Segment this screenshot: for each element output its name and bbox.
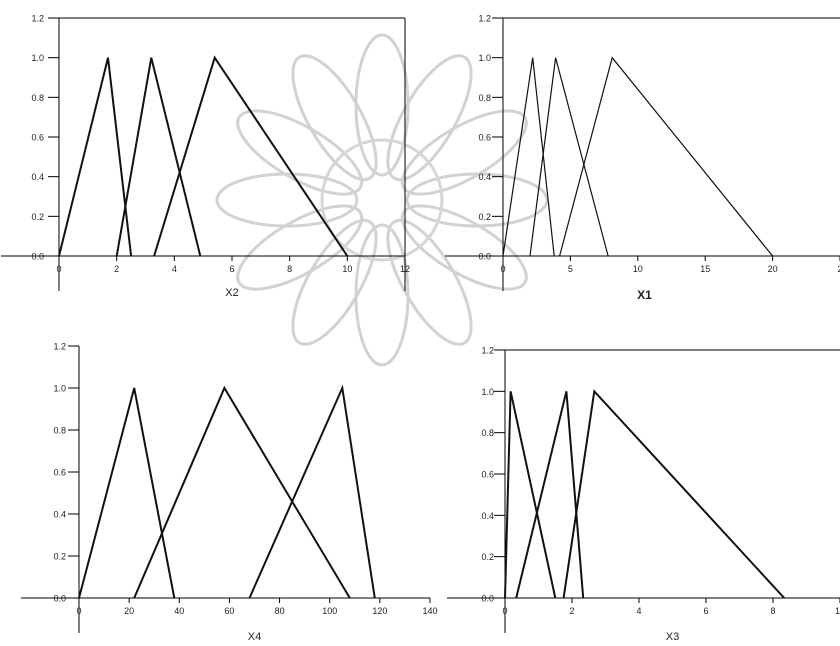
x-tick-label: 15 bbox=[700, 264, 710, 274]
x-tick-label: 2 bbox=[837, 264, 840, 274]
chart-x2: 0.0 0.2 0.4 0.6 0.8 1.0 1.2 0 2 4 6 8 10 12 X2 bbox=[1, 14, 410, 299]
series-line-1 bbox=[502, 57, 555, 257]
series-line-2 bbox=[115, 57, 202, 257]
watermark-petal bbox=[215, 172, 359, 228]
y-tick-label: 0.6 bbox=[478, 133, 491, 143]
y-tick-label: 0.8 bbox=[53, 426, 66, 436]
x-tick-label: 10 bbox=[835, 606, 840, 616]
x-tick-label: 2 bbox=[114, 264, 119, 274]
x-axis-title: X4 bbox=[248, 631, 261, 643]
watermark-ornament bbox=[215, 33, 549, 367]
y-tick-label: 0.2 bbox=[481, 552, 494, 562]
x-tick-label: 20 bbox=[768, 264, 778, 274]
watermark-ring bbox=[320, 138, 444, 262]
series-line-1 bbox=[78, 387, 176, 599]
watermark-petal bbox=[400, 109, 528, 196]
x-tick-label: 20 bbox=[124, 606, 134, 616]
y-tick-label: 0.6 bbox=[31, 133, 44, 143]
watermark-petal bbox=[386, 218, 473, 346]
x-tick-label: 0 bbox=[502, 606, 507, 616]
watermark-petal bbox=[354, 33, 410, 177]
y-tick-label: 0.2 bbox=[478, 212, 491, 222]
chart-x4: 0.0 0.2 0.4 0.6 0.8 1.0 1.2 0 20 40 60 80 100 120 140 X… bbox=[21, 342, 438, 643]
y-tick-label: 0.4 bbox=[31, 172, 44, 182]
series-line-3 bbox=[153, 55, 349, 257]
y-tick-label: 0.6 bbox=[481, 470, 494, 480]
x-tick-label: 60 bbox=[224, 606, 234, 616]
y-tick-label: 1.2 bbox=[478, 14, 491, 24]
y-tick-label: 1.0 bbox=[53, 384, 66, 394]
watermark-petal bbox=[236, 109, 364, 196]
series-line-2 bbox=[515, 391, 585, 599]
y-tick-label: 0.4 bbox=[53, 510, 66, 520]
y-tick-label: 0.0 bbox=[31, 252, 44, 262]
y-tick-label: 0.0 bbox=[481, 594, 494, 604]
x-tick-label: 0 bbox=[56, 264, 61, 274]
x-tick-label: 100 bbox=[322, 606, 337, 616]
series-line-2 bbox=[133, 385, 351, 599]
x-tick-label: 120 bbox=[372, 606, 387, 616]
y-tick-label: 0.8 bbox=[31, 93, 44, 103]
series-line-1 bbox=[504, 391, 557, 599]
watermark-petal bbox=[386, 54, 473, 182]
x-tick-label: 5 bbox=[568, 264, 573, 274]
y-tick-label: 1.0 bbox=[478, 53, 491, 63]
y-tick-label: 0.0 bbox=[53, 594, 66, 604]
y-tick-label: 0.2 bbox=[53, 552, 66, 562]
x-tick-label: 40 bbox=[174, 606, 184, 616]
watermark-petal bbox=[291, 54, 378, 182]
y-tick-label: 1.2 bbox=[53, 342, 66, 352]
x-tick-label: 8 bbox=[287, 264, 292, 274]
x-tick-label: 10 bbox=[342, 264, 352, 274]
x-tick-label: 0 bbox=[500, 264, 505, 274]
y-tick-label: 1.2 bbox=[31, 14, 44, 24]
x-tick-label: 10 bbox=[633, 264, 643, 274]
y-tick-label: 0.4 bbox=[481, 511, 494, 521]
y-tick-label: 1.0 bbox=[31, 53, 44, 63]
chart-x1: 0.0 0.2 0.4 0.6 0.8 1.0 1.2 0 5 10 15 20 2 X1 bbox=[445, 14, 840, 302]
y-tick-label: 0.8 bbox=[478, 93, 491, 103]
x-tick-label: 0 bbox=[76, 606, 81, 616]
watermark-petal bbox=[291, 218, 378, 346]
x-tick-label: 4 bbox=[636, 606, 641, 616]
chart-x3: 0.0 0.2 0.4 0.6 0.8 1.0 1.2 0 2 4 6 8 10 X3 bbox=[447, 346, 840, 643]
y-tick-label: 0.0 bbox=[478, 252, 491, 262]
series-line-3 bbox=[248, 384, 376, 599]
series-line-1 bbox=[58, 57, 133, 257]
x-axis-title: X3 bbox=[666, 631, 679, 643]
x-tick-label: 6 bbox=[703, 606, 708, 616]
y-tick-label: 1.2 bbox=[481, 346, 494, 356]
x-tick-label: 140 bbox=[422, 606, 437, 616]
x-axis-title: X2 bbox=[225, 287, 238, 299]
x-tick-label: 6 bbox=[229, 264, 234, 274]
x-axis-title: X1 bbox=[637, 288, 652, 302]
series-line-2 bbox=[529, 57, 609, 257]
watermark-petal bbox=[354, 223, 410, 367]
watermark-petal bbox=[236, 204, 364, 291]
y-tick-label: 0.4 bbox=[478, 172, 491, 182]
x-tick-label: 2 bbox=[569, 606, 574, 616]
watermark-petal bbox=[400, 204, 528, 291]
watermark-petal bbox=[405, 172, 549, 228]
series-line-3 bbox=[559, 56, 774, 257]
x-tick-label: 12 bbox=[400, 264, 410, 274]
x-tick-label: 4 bbox=[172, 264, 177, 274]
y-tick-label: 0.2 bbox=[31, 212, 44, 222]
x-tick-label: 80 bbox=[275, 606, 285, 616]
series-line-3 bbox=[562, 389, 785, 599]
y-tick-label: 0.6 bbox=[53, 468, 66, 478]
y-tick-label: 0.8 bbox=[481, 428, 494, 438]
y-tick-label: 1.0 bbox=[481, 387, 494, 397]
x-tick-label: 8 bbox=[770, 606, 775, 616]
